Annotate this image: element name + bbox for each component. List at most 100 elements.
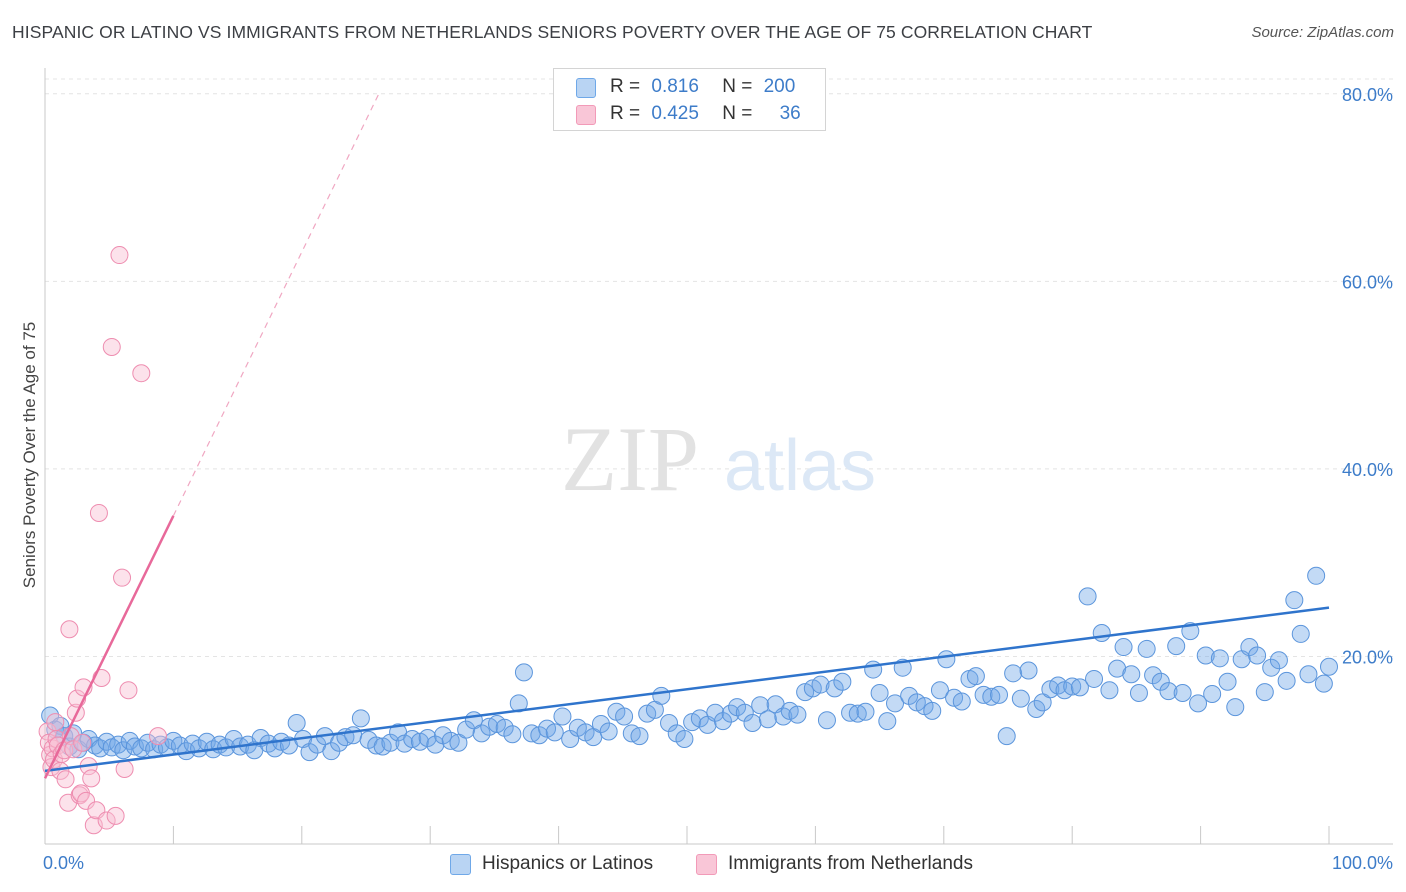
watermark-atlas: atlas	[724, 426, 876, 506]
point-hispanics	[1019, 661, 1038, 680]
legend-n-label: N =	[722, 76, 753, 97]
legend-swatch-hispanics	[576, 78, 596, 98]
point-netherlands	[115, 759, 134, 778]
watermark-zip: ZIP	[561, 408, 699, 510]
point-netherlands	[56, 770, 75, 789]
legend: R = 0.816 N = 200 R = 0.425 N = 36	[553, 68, 826, 131]
point-hispanics	[652, 686, 671, 705]
point-hispanics	[1027, 699, 1046, 718]
grid-lines	[45, 78, 1393, 657]
point-hispanics	[1269, 651, 1288, 670]
point-hispanics	[1291, 624, 1310, 643]
point-hispanics	[351, 709, 370, 728]
point-netherlands	[46, 713, 65, 732]
y-axis-title: Seniors Poverty Over the Age of 75	[20, 322, 39, 588]
point-hispanics	[1004, 664, 1023, 683]
point-hispanics	[472, 724, 491, 743]
point-hispanics	[1314, 674, 1333, 693]
point-hispanics	[974, 685, 993, 704]
point-hispanics	[381, 733, 400, 752]
point-netherlands	[132, 364, 151, 383]
point-hispanics	[982, 687, 1001, 706]
point-hispanics	[114, 741, 133, 760]
point-hispanics	[615, 707, 634, 726]
bottom-legend-swatch-netherlands	[696, 854, 717, 875]
point-hispanics	[937, 650, 956, 669]
y-tick-labels: 20.0% 40.0% 60.0% 80.0%	[1342, 85, 1393, 668]
point-netherlands	[106, 806, 125, 825]
point-hispanics	[1320, 657, 1338, 676]
point-hispanics	[811, 675, 830, 694]
point-hispanics	[1299, 665, 1318, 684]
point-hispanics	[930, 681, 949, 700]
trend-lines	[43, 93, 1330, 779]
point-hispanics	[503, 725, 522, 744]
point-hispanics	[870, 684, 889, 703]
point-hispanics	[817, 711, 836, 730]
point-hispanics	[1226, 698, 1245, 717]
y-tick-label: 20.0%	[1342, 647, 1393, 667]
legend-n-value: 200	[763, 76, 796, 97]
point-hispanics	[553, 707, 572, 726]
point-hispanics	[287, 714, 306, 733]
legend-n-label: N =	[722, 103, 753, 124]
y-tick-label: 60.0%	[1342, 272, 1393, 292]
point-hispanics	[514, 663, 533, 682]
point-hispanics	[1189, 694, 1208, 713]
point-hispanics	[1151, 672, 1170, 691]
bottom-legend-label-netherlands: Immigrants from Netherlands	[728, 853, 973, 874]
point-hispanics	[923, 701, 942, 720]
point-hispanics	[1285, 591, 1304, 610]
point-hispanics	[1196, 646, 1215, 665]
point-hispanics	[1092, 623, 1111, 642]
point-netherlands	[92, 669, 111, 688]
source-credit: Source: ZipAtlas.com	[1251, 24, 1394, 41]
point-hispanics	[758, 710, 777, 729]
point-hispanics	[1262, 658, 1281, 677]
y-tick-label: 80.0%	[1342, 85, 1393, 105]
series-hispanics-points	[41, 566, 1338, 762]
point-hispanics	[1108, 659, 1127, 678]
point-hispanics	[900, 686, 919, 705]
point-hispanics	[1063, 677, 1082, 696]
chart-title: HISPANIC OR LATINO VS IMMIGRANTS FROM NE…	[12, 22, 1093, 42]
point-hispanics	[1203, 684, 1222, 703]
point-hispanics	[1114, 638, 1133, 657]
point-hispanics	[952, 692, 971, 711]
point-hispanics	[878, 712, 897, 731]
point-hispanics	[886, 694, 905, 713]
point-hispanics	[300, 743, 319, 762]
point-hispanics	[1049, 676, 1068, 695]
point-netherlands	[97, 811, 116, 830]
point-netherlands	[60, 620, 79, 639]
point-hispanics	[545, 723, 564, 742]
point-netherlands	[119, 681, 138, 700]
point-hispanics	[1011, 689, 1030, 708]
point-hispanics	[495, 718, 514, 737]
point-hispanics	[1100, 681, 1119, 700]
point-hispanics	[966, 667, 985, 686]
point-hispanics	[1255, 683, 1274, 702]
watermark: ZIP atlas	[561, 408, 876, 510]
point-hispanics	[856, 702, 875, 721]
point-hispanics	[735, 703, 754, 722]
legend-r-value: 0.816	[651, 76, 699, 97]
point-hispanics	[1137, 639, 1156, 658]
point-hispanics	[530, 726, 549, 745]
point-netherlands	[77, 791, 96, 810]
point-hispanics	[591, 714, 610, 733]
trend-line-netherlands	[43, 515, 175, 779]
point-hispanics	[344, 726, 363, 745]
legend-r-label: R =	[610, 76, 641, 97]
point-hispanics	[660, 714, 679, 733]
point-hispanics	[751, 696, 770, 715]
point-hispanics	[1078, 587, 1097, 606]
point-hispanics	[1218, 672, 1237, 691]
bottom-legend-label-hispanics: Hispanics or Latinos	[482, 853, 654, 874]
point-netherlands	[110, 246, 129, 265]
point-hispanics	[743, 714, 762, 733]
x-tick-label-min: 0.0%	[43, 853, 84, 873]
point-hispanics	[97, 732, 116, 751]
point-hispanics	[1144, 666, 1163, 685]
